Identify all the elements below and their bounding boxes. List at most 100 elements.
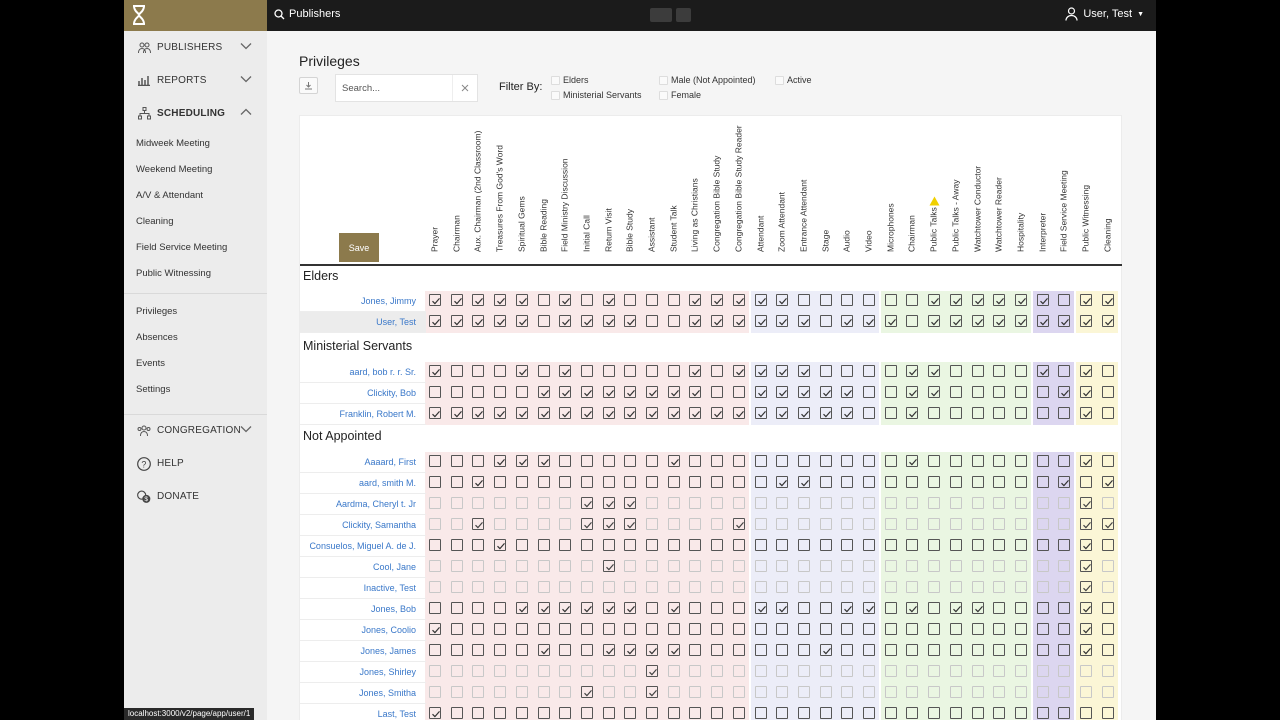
privilege-checkbox[interactable]	[515, 518, 528, 530]
privilege-checkbox[interactable]	[472, 365, 485, 377]
privilege-checkbox[interactable]	[928, 539, 941, 551]
privilege-checkbox[interactable]	[624, 602, 637, 614]
privilege-checkbox[interactable]	[472, 407, 485, 419]
privilege-checkbox[interactable]	[472, 581, 485, 593]
privilege-checkbox[interactable]	[667, 623, 680, 635]
privilege-checkbox[interactable]	[711, 539, 724, 551]
privilege-checkbox[interactable]	[906, 315, 919, 327]
privilege-checkbox[interactable]	[624, 623, 637, 635]
filter-ministerial-servants[interactable]: Ministerial Servants	[551, 90, 642, 100]
privilege-checkbox[interactable]	[754, 476, 767, 488]
privilege-checkbox[interactable]	[819, 497, 832, 509]
privilege-checkbox[interactable]	[971, 294, 984, 306]
privilege-checkbox[interactable]	[776, 407, 789, 419]
privilege-checkbox[interactable]	[797, 455, 810, 467]
privilege-checkbox[interactable]	[993, 539, 1006, 551]
privilege-checkbox[interactable]	[863, 560, 875, 572]
privilege-checkbox[interactable]	[754, 644, 767, 656]
publisher-link[interactable]: Jones, Bob	[370, 604, 416, 614]
privilege-checkbox[interactable]	[1036, 455, 1049, 467]
privilege-checkbox[interactable]	[971, 665, 984, 677]
privilege-checkbox[interactable]	[928, 455, 941, 467]
publisher-link[interactable]: aard, smith M.	[358, 478, 416, 488]
privilege-checkbox[interactable]	[602, 386, 615, 398]
privilege-checkbox[interactable]	[797, 386, 810, 398]
privilege-checkbox[interactable]	[884, 315, 897, 327]
privilege-checkbox[interactable]	[667, 407, 680, 419]
privilege-checkbox[interactable]	[993, 455, 1006, 467]
privilege-checkbox[interactable]	[537, 602, 550, 614]
privilege-checkbox[interactable]	[1101, 707, 1114, 719]
privilege-checkbox[interactable]	[949, 315, 962, 327]
privilege-checkbox[interactable]	[797, 560, 810, 572]
privilege-checkbox[interactable]	[949, 560, 962, 572]
privilege-checkbox[interactable]	[863, 644, 875, 656]
privilege-checkbox[interactable]	[667, 665, 680, 677]
privilege-checkbox[interactable]	[624, 686, 637, 698]
privilege-checkbox[interactable]	[863, 602, 875, 614]
privilege-checkbox[interactable]	[884, 686, 897, 698]
privilege-checkbox[interactable]	[1080, 315, 1092, 327]
privilege-checkbox[interactable]	[624, 560, 637, 572]
privilege-checkbox[interactable]	[646, 560, 658, 572]
privilege-checkbox[interactable]	[754, 602, 767, 614]
privilege-checkbox[interactable]	[429, 476, 441, 488]
privilege-checkbox[interactable]	[472, 386, 485, 398]
privilege-checkbox[interactable]	[863, 497, 875, 509]
privilege-checkbox[interactable]	[993, 315, 1006, 327]
privilege-checkbox[interactable]	[732, 518, 745, 530]
privilege-checkbox[interactable]	[1036, 665, 1049, 677]
publisher-link[interactable]: Jones, Smitha	[358, 688, 416, 698]
privilege-checkbox[interactable]	[537, 581, 550, 593]
privilege-checkbox[interactable]	[971, 602, 984, 614]
privilege-checkbox[interactable]	[949, 602, 962, 614]
privilege-checkbox[interactable]	[689, 623, 702, 635]
privilege-checkbox[interactable]	[646, 365, 658, 377]
privilege-checkbox[interactable]	[884, 476, 897, 488]
privilege-checkbox[interactable]	[1014, 315, 1027, 327]
privilege-checkbox[interactable]	[1101, 665, 1114, 677]
sidebar-item-field-service-meeting[interactable]: Field Service Meeting	[136, 242, 228, 253]
privilege-checkbox[interactable]	[906, 686, 919, 698]
privilege-checkbox[interactable]	[537, 539, 550, 551]
privilege-checkbox[interactable]	[515, 497, 528, 509]
privilege-checkbox[interactable]	[667, 386, 680, 398]
privilege-checkbox[interactable]	[646, 518, 658, 530]
privilege-checkbox[interactable]	[646, 644, 658, 656]
privilege-checkbox[interactable]	[429, 623, 441, 635]
privilege-checkbox[interactable]	[841, 539, 854, 551]
sidebar-section-reports[interactable]: REPORTS	[124, 64, 267, 97]
privilege-checkbox[interactable]	[711, 686, 724, 698]
privilege-checkbox[interactable]	[797, 518, 810, 530]
privilege-checkbox[interactable]	[1036, 365, 1049, 377]
privilege-checkbox[interactable]	[580, 539, 593, 551]
privilege-checkbox[interactable]	[711, 315, 724, 327]
privilege-checkbox[interactable]	[732, 686, 745, 698]
privilege-checkbox[interactable]	[841, 581, 854, 593]
privilege-checkbox[interactable]	[667, 602, 680, 614]
privilege-checkbox[interactable]	[1058, 560, 1071, 572]
privilege-checkbox[interactable]	[1014, 518, 1027, 530]
privilege-checkbox[interactable]	[646, 623, 658, 635]
privilege-checkbox[interactable]	[754, 518, 767, 530]
privilege-checkbox[interactable]	[1014, 602, 1027, 614]
privilege-checkbox[interactable]	[928, 476, 941, 488]
privilege-checkbox[interactable]	[884, 365, 897, 377]
privilege-checkbox[interactable]	[537, 455, 550, 467]
privilege-checkbox[interactable]	[797, 644, 810, 656]
privilege-checkbox[interactable]	[537, 686, 550, 698]
privilege-checkbox[interactable]	[928, 315, 941, 327]
privilege-checkbox[interactable]	[754, 407, 767, 419]
privilege-checkbox[interactable]	[646, 294, 658, 306]
privilege-checkbox[interactable]	[624, 665, 637, 677]
privilege-checkbox[interactable]	[884, 539, 897, 551]
privilege-checkbox[interactable]	[537, 518, 550, 530]
privilege-checkbox[interactable]	[732, 365, 745, 377]
privilege-checkbox[interactable]	[646, 602, 658, 614]
privilege-checkbox[interactable]	[580, 623, 593, 635]
privilege-checkbox[interactable]	[537, 386, 550, 398]
privilege-checkbox[interactable]	[1101, 365, 1114, 377]
privilege-checkbox[interactable]	[1058, 497, 1071, 509]
privilege-checkbox[interactable]	[949, 455, 962, 467]
privilege-checkbox[interactable]	[928, 365, 941, 377]
